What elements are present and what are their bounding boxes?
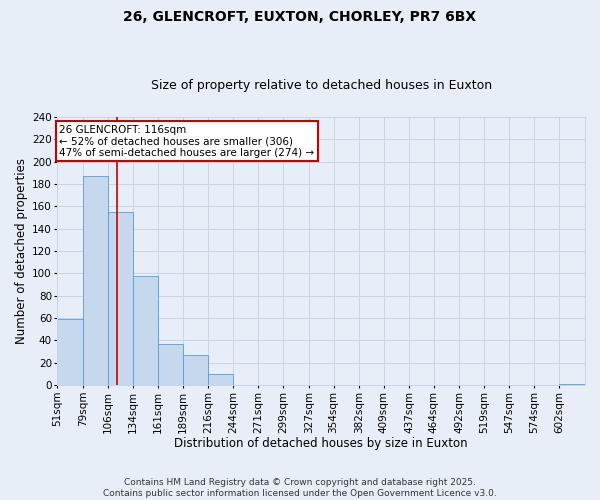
Title: Size of property relative to detached houses in Euxton: Size of property relative to detached ho… bbox=[151, 79, 492, 92]
Bar bbox=[83, 176, 107, 385]
Text: 26 GLENCROFT: 116sqm
← 52% of detached houses are smaller (306)
47% of semi-deta: 26 GLENCROFT: 116sqm ← 52% of detached h… bbox=[59, 124, 314, 158]
Bar bbox=[107, 212, 133, 385]
Bar bbox=[208, 374, 233, 385]
Text: 26, GLENCROFT, EUXTON, CHORLEY, PR7 6BX: 26, GLENCROFT, EUXTON, CHORLEY, PR7 6BX bbox=[124, 10, 476, 24]
Bar bbox=[58, 319, 83, 385]
Bar bbox=[559, 384, 585, 385]
X-axis label: Distribution of detached houses by size in Euxton: Distribution of detached houses by size … bbox=[175, 437, 468, 450]
Y-axis label: Number of detached properties: Number of detached properties bbox=[15, 158, 28, 344]
Text: Contains HM Land Registry data © Crown copyright and database right 2025.
Contai: Contains HM Land Registry data © Crown c… bbox=[103, 478, 497, 498]
Bar bbox=[158, 344, 183, 385]
Bar bbox=[133, 276, 158, 385]
Bar bbox=[183, 355, 208, 385]
